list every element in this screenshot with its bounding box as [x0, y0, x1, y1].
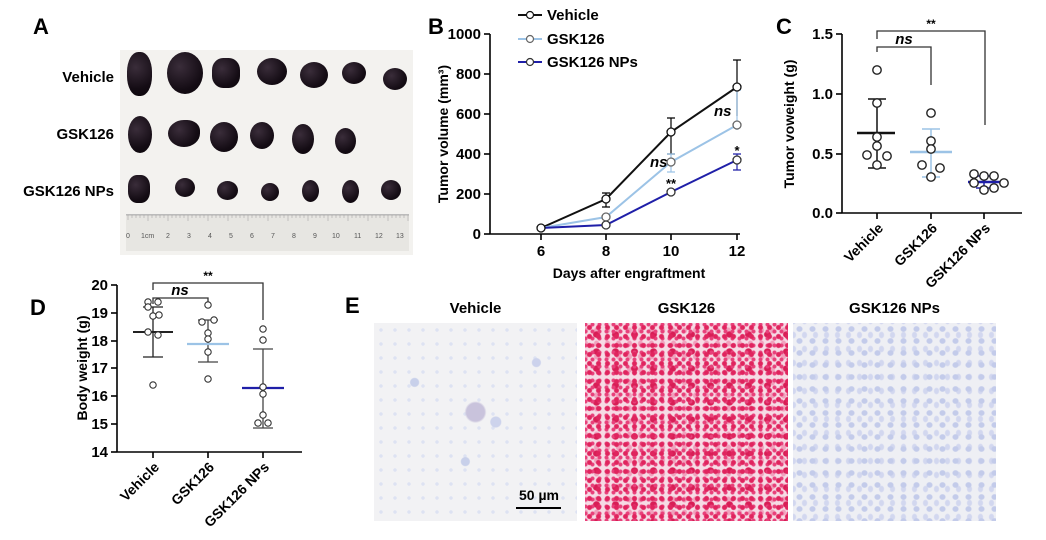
x-category: Vehicle — [117, 459, 163, 505]
y-tick: 18 — [91, 333, 108, 350]
ruler: 0 1cm 2 3 4 5 6 7 8 9 10 11 12 13 — [126, 214, 409, 251]
histology-image-gsk126-nps — [793, 323, 996, 521]
y-tick: 19 — [91, 305, 108, 322]
histology-title-gsk126-nps: GSK126 NPs — [849, 300, 940, 317]
annotation-stars: ** — [926, 17, 936, 31]
y-tick: 17 — [91, 360, 108, 377]
y-tick: 800 — [456, 66, 481, 83]
annotation-stars: ** — [666, 176, 677, 191]
ruler-tick: 12 — [375, 233, 383, 240]
legend-item-vehicle: Vehicle — [547, 7, 599, 24]
x-tick: 10 — [663, 243, 680, 260]
panel-a-label: A — [33, 14, 49, 39]
ruler-tick: 5 — [229, 233, 233, 240]
y-axis-label: Tumor volume (mm³) — [435, 65, 451, 203]
ruler-tick: 9 — [313, 233, 317, 240]
row-label-gsk126: GSK126 — [56, 126, 114, 143]
legend: Vehicle GSK126 GSK126 NPs — [518, 7, 638, 71]
annotation-ns: ns — [714, 103, 732, 120]
panel-c-label: C — [776, 14, 792, 39]
y-tick: 200 — [456, 186, 481, 203]
y-tick: 14 — [91, 444, 108, 461]
ruler-tick: 3 — [187, 233, 191, 240]
ruler-tick: 11 — [354, 233, 362, 240]
x-tick: 6 — [537, 243, 545, 260]
x-tick: 8 — [602, 243, 610, 260]
y-axis-label: Body weight (g) — [74, 316, 90, 421]
histology-image-gsk126 — [585, 323, 788, 521]
x-axis-label: Days after engraftment — [553, 265, 706, 281]
tumor-photo: 0 1cm 2 3 4 5 6 7 8 9 10 11 12 13 — [120, 50, 413, 255]
ruler-tick: 2 — [166, 233, 170, 240]
annotation-ns: ns — [650, 154, 668, 171]
panel-e-label: E — [345, 293, 360, 318]
tumor-weight-scatter-chart: 1.5 1.0 0.5 0.0 Tumor voweight (g) Vehic… — [781, 17, 1022, 291]
x-category: Vehicle — [841, 220, 887, 266]
y-tick: 15 — [91, 416, 108, 433]
body-weight-scatter-chart: 20 19 18 17 16 15 14 Body weight (g) Veh… — [74, 269, 302, 530]
ruler-tick: 6 — [250, 233, 254, 240]
histology-title-gsk126: GSK126 — [657, 300, 716, 317]
annotation-ns: ns — [171, 282, 189, 299]
legend-item-gsk126: GSK126 — [547, 31, 605, 48]
y-tick: 1.5 — [812, 26, 833, 43]
x-category: GSK126 — [891, 220, 940, 269]
scale-bar-label: 50 µm — [519, 487, 559, 503]
scale-bar — [516, 507, 561, 509]
y-tick: 1000 — [448, 26, 481, 43]
ruler-tick: 1cm — [141, 233, 155, 240]
histology-title-vehicle: Vehicle — [449, 300, 502, 317]
histology-image-vehicle: 50 µm — [374, 323, 577, 521]
ruler-tick: 10 — [332, 233, 340, 240]
panel-b-label: B — [428, 14, 444, 39]
y-tick: 600 — [456, 106, 481, 123]
y-tick: 16 — [91, 388, 108, 405]
annotation-star: * — [734, 143, 740, 158]
row-label-vehicle: Vehicle — [62, 69, 114, 86]
tumor-volume-line-chart: 1000 800 600 400 200 0 6 8 10 12 Days af… — [435, 7, 746, 281]
y-tick: 0.0 — [812, 205, 833, 222]
annotation-stars: ** — [203, 269, 213, 283]
y-tick: 20 — [91, 277, 108, 294]
legend-item-gsk126-nps: GSK126 NPs — [547, 54, 638, 71]
y-tick: 0 — [473, 226, 481, 243]
ruler-tick: 8 — [292, 233, 296, 240]
y-tick: 1.0 — [812, 86, 833, 103]
ruler-tick: 4 — [208, 233, 212, 240]
row-label-gsk126-nps: GSK126 NPs — [23, 183, 114, 200]
y-tick: 0.5 — [812, 146, 833, 163]
annotation-ns: ns — [895, 31, 913, 48]
y-axis-label: Tumor voweight (g) — [781, 60, 797, 189]
y-tick: 400 — [456, 146, 481, 163]
x-tick: 12 — [729, 243, 746, 260]
panel-d-label: D — [30, 295, 46, 320]
ruler-tick: 13 — [396, 233, 404, 240]
ruler-tick: 7 — [271, 233, 275, 240]
x-category: GSK126 — [168, 459, 217, 508]
ruler-tick: 0 — [126, 233, 130, 240]
